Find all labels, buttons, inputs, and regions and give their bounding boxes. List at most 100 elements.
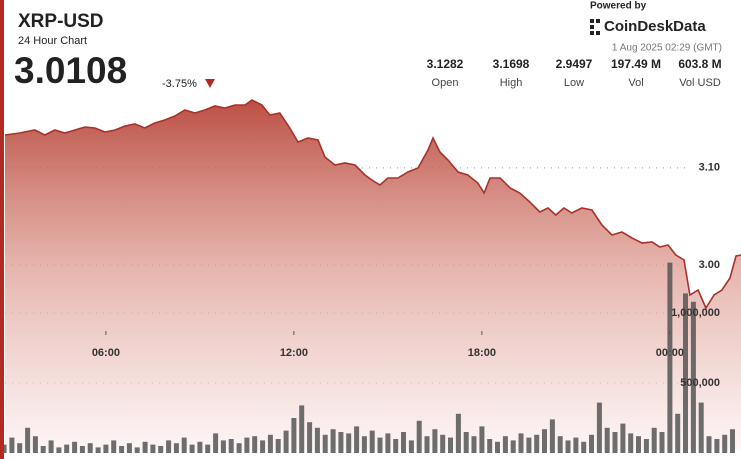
volume-bar bbox=[518, 433, 524, 453]
volume-bar bbox=[628, 433, 634, 453]
volume-bar bbox=[9, 437, 15, 453]
volume-bar bbox=[330, 429, 336, 453]
current-price: 3.0108 bbox=[14, 50, 127, 91]
volume-bar bbox=[730, 429, 735, 453]
volume-bar bbox=[79, 446, 85, 453]
volume-bar bbox=[385, 433, 391, 453]
volume-bar bbox=[698, 402, 704, 453]
volume-bar bbox=[275, 439, 281, 453]
volume-bar bbox=[142, 441, 148, 453]
volume-bar bbox=[205, 444, 211, 453]
y-tick-label: 3.00 bbox=[699, 259, 720, 271]
volume-bar bbox=[103, 444, 109, 453]
x-tick-label: 18:00 bbox=[468, 347, 496, 359]
volume-bar bbox=[369, 430, 375, 453]
volume-bar bbox=[267, 434, 273, 453]
volume-bar bbox=[393, 439, 399, 453]
volume-bar bbox=[134, 447, 140, 453]
volume-bar bbox=[636, 436, 641, 453]
volume-bar bbox=[377, 437, 383, 453]
volume-bar bbox=[260, 440, 266, 453]
volume-bar bbox=[557, 436, 563, 453]
plot-area: 06:0012:0018:0000:003.003.10500,0001,000… bbox=[1, 99, 741, 453]
volume-bar bbox=[56, 447, 62, 453]
volume-bar bbox=[479, 426, 485, 453]
volume-bar bbox=[354, 426, 360, 453]
volume-bar bbox=[448, 437, 453, 453]
volume-bar bbox=[589, 434, 594, 453]
volume-bar bbox=[651, 427, 657, 453]
volume-bar bbox=[502, 436, 508, 453]
volume-bar bbox=[408, 440, 414, 453]
volume-bar bbox=[361, 436, 367, 453]
volume-bar bbox=[111, 440, 117, 453]
volume-bar bbox=[596, 402, 602, 453]
volume-bar bbox=[510, 440, 516, 453]
volume-bar bbox=[526, 437, 532, 453]
volume-bar bbox=[338, 432, 344, 453]
volume-bar bbox=[173, 443, 179, 453]
volume-bar bbox=[228, 439, 234, 453]
y-tick-label: 1,000,000 bbox=[671, 307, 720, 319]
volume-bar bbox=[440, 434, 446, 453]
volume-bar bbox=[17, 443, 23, 453]
volume-bar bbox=[432, 429, 438, 453]
stat-label: Open bbox=[432, 77, 459, 89]
volume-bar bbox=[722, 434, 728, 453]
volume-bar bbox=[220, 440, 226, 453]
volume-bar bbox=[197, 441, 203, 453]
volume-bar bbox=[690, 301, 696, 453]
volume-bar bbox=[126, 443, 132, 453]
volume-bar bbox=[244, 437, 250, 453]
volume-bar bbox=[471, 436, 477, 453]
stats: 3.1282 Open 3.1698 High 2.9497 Low 197.49 M Vol… bbox=[427, 57, 722, 89]
price-area bbox=[5, 100, 741, 450]
volume-bar bbox=[401, 432, 406, 453]
down-arrow bbox=[205, 79, 215, 88]
volume-bar bbox=[72, 441, 78, 453]
volume-bar bbox=[424, 436, 430, 453]
volume-bar bbox=[64, 444, 70, 453]
volume-bar bbox=[542, 429, 547, 453]
chart-title: XRP-USD bbox=[18, 11, 104, 32]
volume-bar bbox=[620, 423, 626, 453]
powered-by: Powered by bbox=[590, 1, 647, 12]
volume-bar bbox=[581, 441, 587, 453]
volume-bar bbox=[683, 293, 688, 453]
volume-bar bbox=[32, 436, 38, 453]
volume-bar bbox=[307, 422, 313, 453]
stat-value: 3.1698 bbox=[493, 57, 530, 71]
volume-bar bbox=[236, 443, 242, 453]
volume-bar bbox=[158, 446, 164, 453]
x-tick-label: 06:00 bbox=[92, 347, 120, 359]
volume-bar bbox=[667, 262, 673, 453]
volume-bar bbox=[213, 433, 219, 453]
volume-bar bbox=[495, 441, 500, 453]
volume-bar bbox=[322, 434, 328, 453]
brand-logo bbox=[590, 19, 600, 35]
chart-subtitle: 24 Hour Chart bbox=[18, 35, 87, 47]
brand-name: CoinDeskData bbox=[604, 18, 706, 35]
volume-bar bbox=[95, 447, 101, 453]
volume-bar bbox=[416, 420, 422, 453]
volume-bar bbox=[150, 444, 156, 453]
volume-bar bbox=[612, 432, 618, 453]
volume-bar bbox=[87, 443, 93, 453]
stat-label: Vol USD bbox=[679, 77, 721, 89]
volume-bar bbox=[48, 440, 54, 453]
stat-value: 603.8 M bbox=[678, 57, 721, 71]
volume-bar bbox=[252, 436, 258, 453]
volume-bar bbox=[573, 437, 579, 453]
left-accent bbox=[0, 0, 4, 459]
volume-bar bbox=[25, 427, 31, 453]
stat-label: Vol bbox=[628, 77, 643, 89]
volume-bar bbox=[565, 440, 571, 453]
volume-bar bbox=[463, 432, 469, 453]
volume-bar bbox=[659, 432, 665, 453]
volume-bar bbox=[604, 427, 610, 453]
volume-bar bbox=[291, 418, 297, 453]
volume-bar bbox=[487, 439, 493, 453]
volume-bar bbox=[643, 439, 649, 453]
